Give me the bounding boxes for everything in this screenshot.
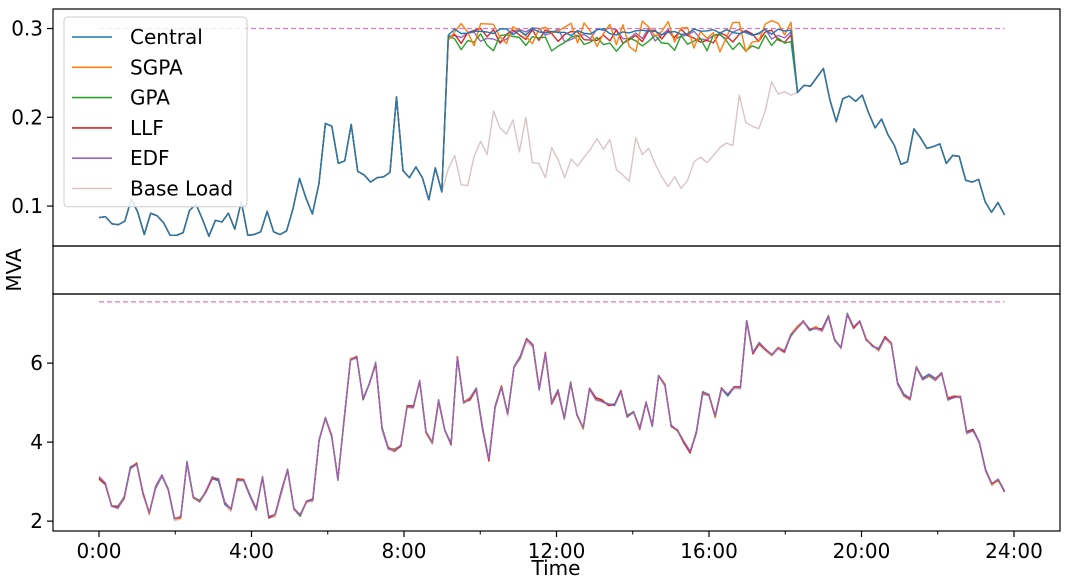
top-ytick-label: 0.2 [11, 105, 43, 129]
legend-entry: SGPA [130, 55, 183, 79]
xtick-label: 8:00 [382, 539, 427, 563]
top-ytick-label: 0.1 [11, 194, 43, 218]
legend-entry: GPA [130, 86, 170, 110]
plot-layer: 0.1 0.2 0.3 2 4 6 0:00 4:00 8:00 12:00 16:00 20:00 2… [11, 8, 1061, 563]
middle-panel-frame [52, 245, 1061, 295]
xtick-label: 12:00 [528, 539, 586, 563]
xtick-label: 24:00 [985, 539, 1043, 563]
bottom-ytick-label: 2 [30, 509, 43, 533]
legend-box [63, 16, 248, 208]
legend-entry: Central [130, 25, 203, 49]
xtick-label: 4:00 [229, 539, 274, 563]
legend: Central SGPA GPA LLF EDF Base Load [63, 16, 248, 208]
xtick-label: 20:00 [833, 539, 891, 563]
top-series-central [98, 27, 1006, 237]
bottom-ytick-label: 4 [30, 430, 43, 454]
top-ytick-label: 0.3 [11, 17, 43, 41]
y-axis-label: MVA [2, 248, 26, 292]
xtick-label: 0:00 [77, 539, 122, 563]
legend-entry: Base Load [130, 177, 233, 201]
legend-entry: EDF [130, 146, 170, 170]
legend-entry: LLF [130, 116, 164, 140]
xtick-label: 16:00 [680, 539, 738, 563]
x-axis-label: Time [531, 556, 581, 577]
bottom-ytick-label: 6 [30, 351, 43, 375]
bottom-series-edf [98, 313, 1006, 520]
